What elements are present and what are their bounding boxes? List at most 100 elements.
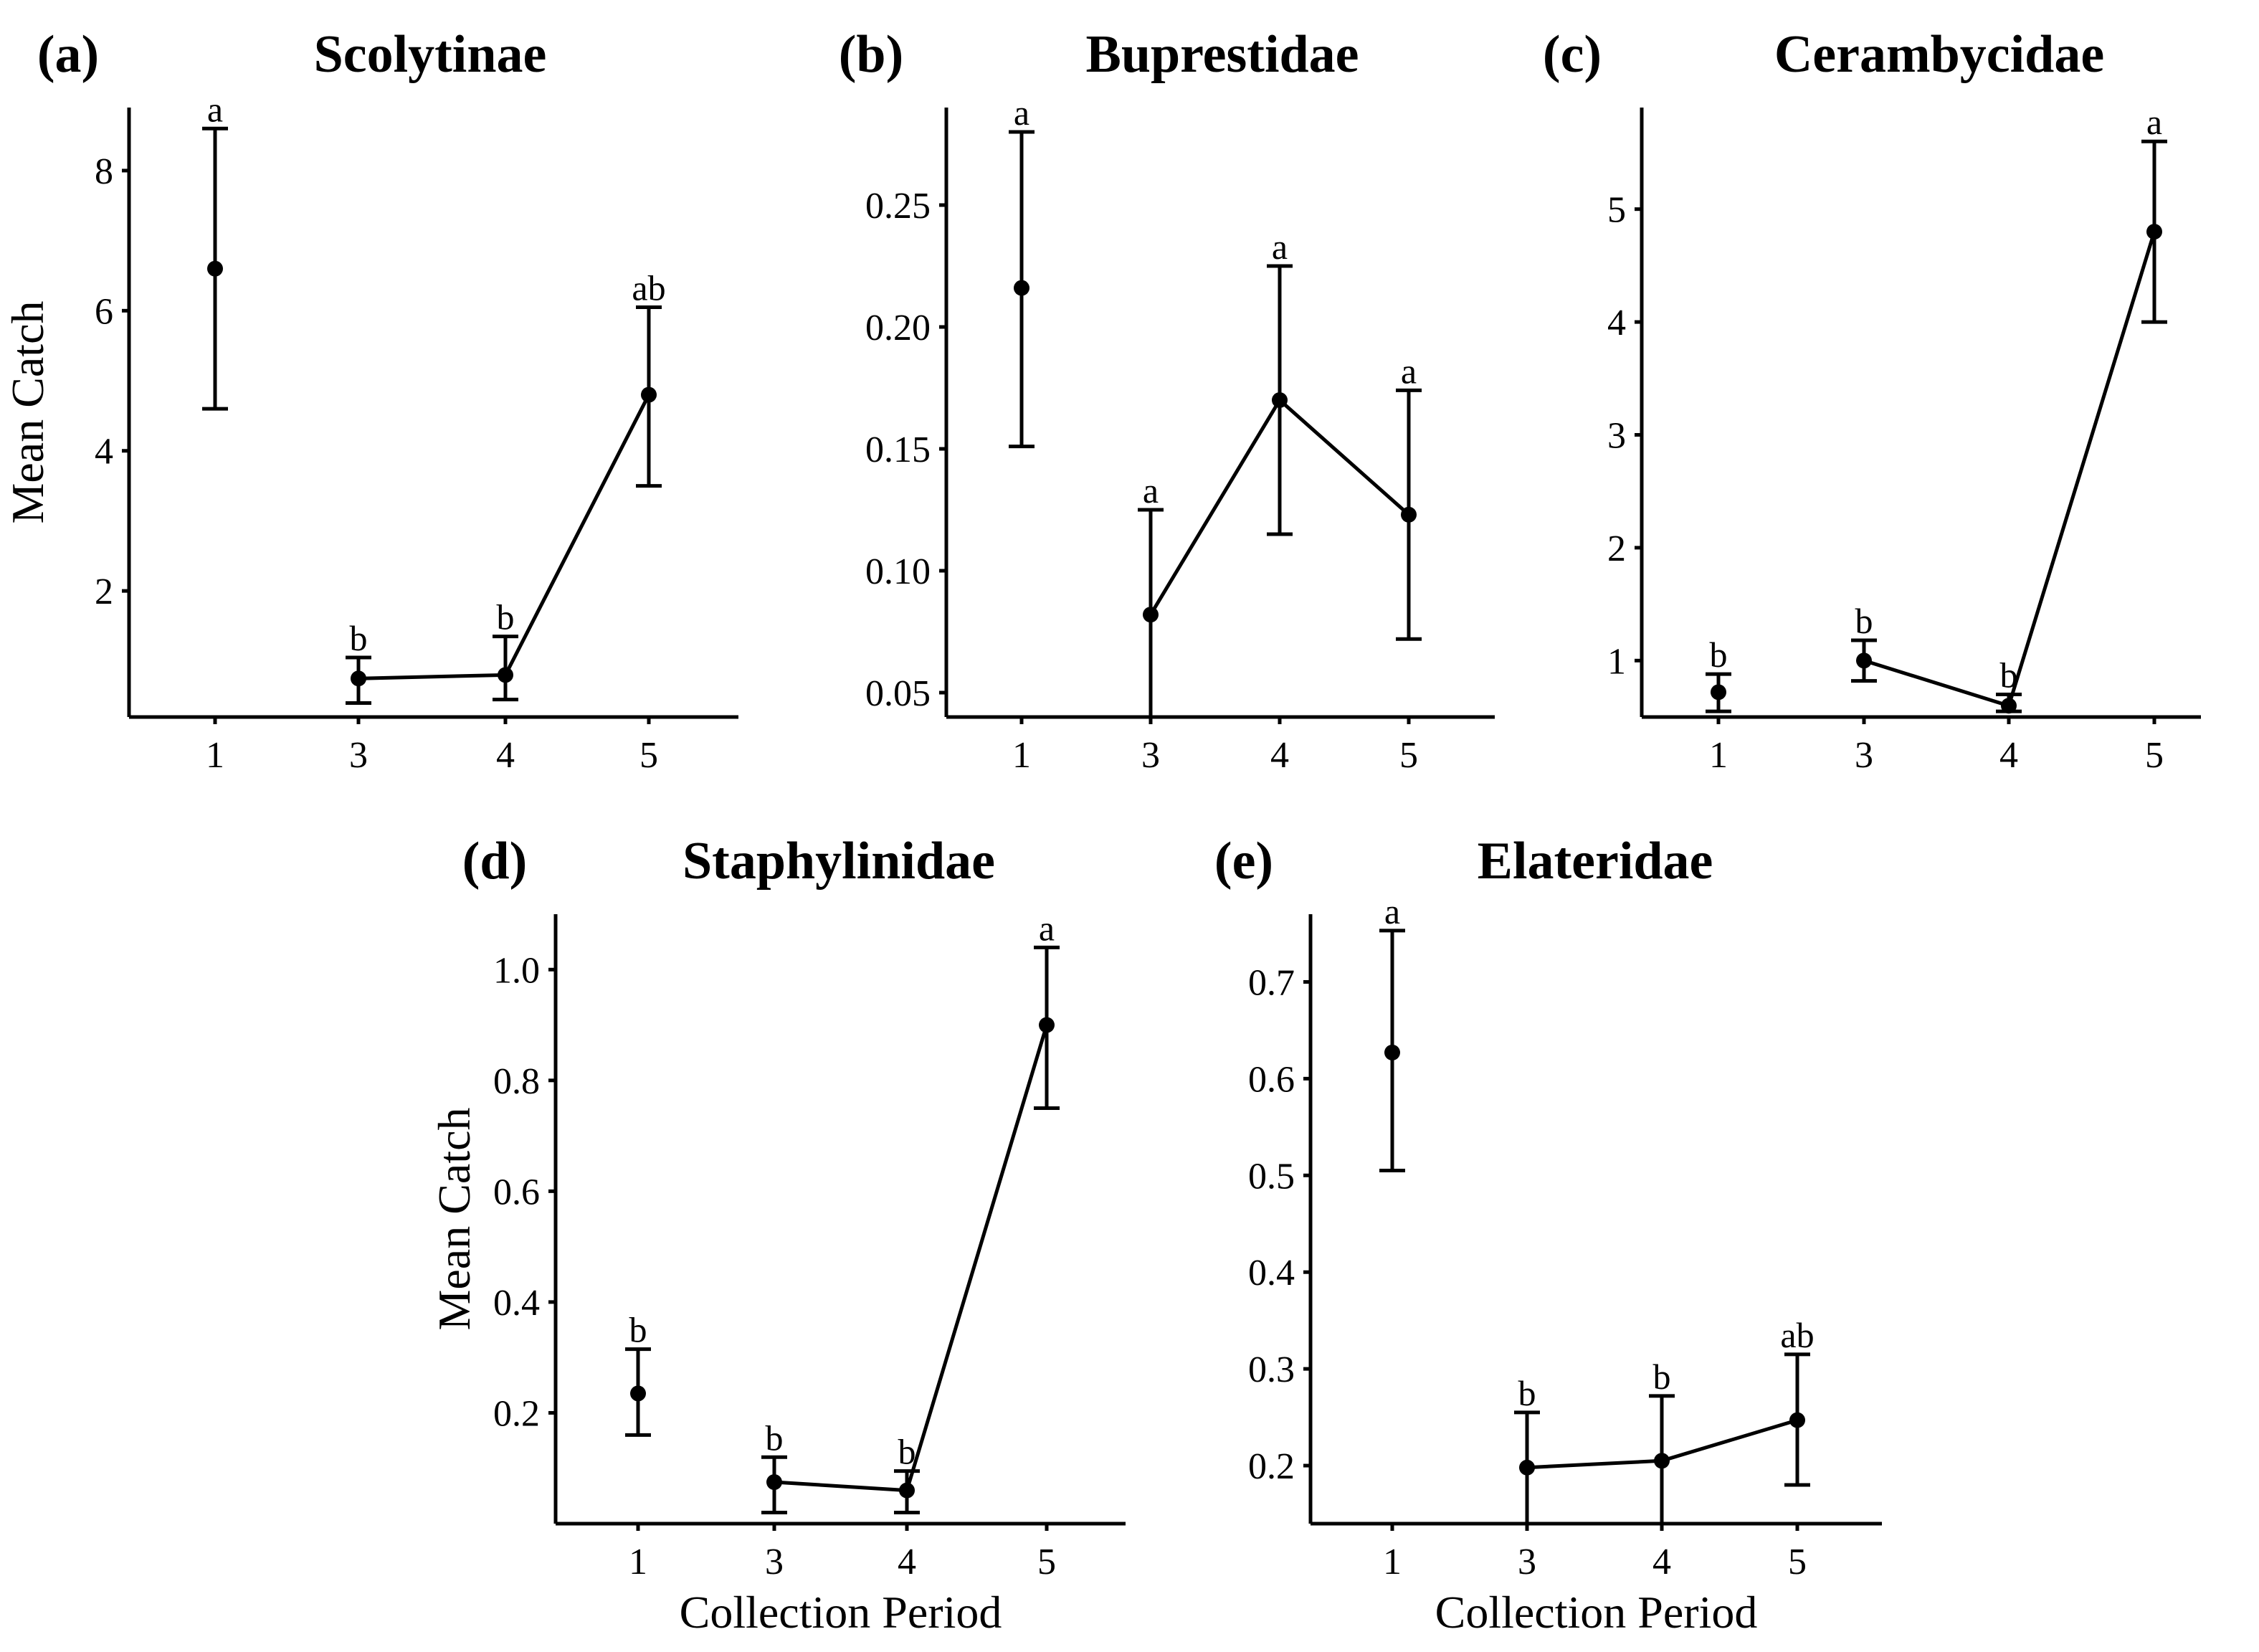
series-line-segment [1661, 1418, 1798, 1463]
y-tick-label: 2 [1607, 528, 1626, 569]
significance-letter: b [350, 618, 368, 658]
y-tick-label: 2 [95, 571, 113, 612]
y-axis-label: Mean Catch [429, 1108, 480, 1331]
data-point [351, 670, 366, 687]
y-tick-label: 4 [1607, 303, 1626, 343]
x-tick-label: 4 [1652, 1542, 1671, 1582]
panel-letter: (b) [839, 25, 903, 84]
y-tick-label: 0.7 [1248, 962, 1295, 1003]
data-point [766, 1474, 782, 1491]
x-tick-label: 3 [1141, 735, 1160, 776]
significance-letter: b [766, 1418, 784, 1458]
y-tick-label: 0.3 [1248, 1349, 1295, 1390]
data-point [630, 1385, 646, 1402]
y-tick-label: 3 [1607, 415, 1626, 456]
y-tick-label: 0.8 [493, 1061, 540, 1102]
x-axis-label: Collection Period [1435, 1587, 1758, 1638]
x-tick-label: 5 [2145, 735, 2164, 776]
significance-letter: b [1710, 635, 1728, 675]
significance-letter: b [898, 1432, 916, 1472]
data-point [2001, 698, 2017, 714]
data-point [1272, 392, 1288, 408]
panel-title: Staphylinidae [683, 832, 995, 891]
y-tick-label: 0.6 [493, 1172, 540, 1212]
significance-letter: a [1014, 92, 1029, 133]
panel-title: Scolytinae [314, 25, 547, 84]
significance-letter: b [2000, 655, 2018, 696]
significance-letter: b [1855, 601, 1873, 641]
data-point [1401, 506, 1417, 523]
x-tick-label: 1 [629, 1542, 647, 1582]
significance-letter: a [1401, 351, 1417, 391]
y-tick-label: 0.2 [493, 1393, 540, 1434]
data-point [1654, 1453, 1670, 1469]
significance-letter: a [1384, 891, 1400, 931]
data-point [899, 1482, 915, 1499]
significance-letter: b [1518, 1373, 1536, 1413]
series-line-segment [905, 1024, 1049, 1491]
data-point [1711, 684, 1726, 701]
panel-letter: (d) [462, 832, 527, 891]
x-tick-label: 4 [1999, 735, 2018, 776]
panel-letter: (c) [1543, 25, 1602, 84]
x-tick-label: 5 [639, 735, 658, 776]
y-tick-label: 0.2 [1248, 1446, 1295, 1487]
x-tick-label: 3 [765, 1542, 784, 1582]
significance-letter: b [1653, 1357, 1671, 1397]
y-tick-label: 8 [95, 151, 113, 192]
panel-title: Cerambycidae [1774, 25, 2104, 84]
x-tick-label: 4 [898, 1542, 916, 1582]
y-tick-label: 0.6 [1248, 1059, 1295, 1100]
x-axis-label: Collection Period [680, 1587, 1002, 1638]
x-tick-label: 1 [1383, 1542, 1402, 1582]
series-line-segment [503, 394, 651, 676]
y-tick-label: 0.15 [865, 429, 931, 470]
significance-letter: ab [1780, 1315, 1814, 1355]
panel-letter: (e) [1214, 832, 1273, 891]
series-line-segment [1148, 399, 1282, 616]
y-tick-label: 5 [1607, 190, 1626, 231]
y-tick-label: 1.0 [493, 950, 540, 991]
significance-letter: b [497, 597, 515, 637]
x-tick-label: 5 [1399, 735, 1418, 776]
panel-c: (c) Cerambycidae 1 2 3 4 5 1 3 4 5 b b b a [1543, 25, 2201, 776]
x-tick-label: 1 [1012, 735, 1031, 776]
y-tick-label: 0.05 [865, 673, 931, 714]
x-tick-label: 3 [1518, 1542, 1536, 1582]
significance-letter: a [1039, 908, 1055, 948]
y-tick-label: 1 [1607, 641, 1626, 682]
series-line-segment [358, 673, 506, 680]
series-line-segment [774, 1480, 908, 1493]
x-tick-label: 4 [496, 735, 515, 776]
x-tick-label: 1 [1709, 735, 1728, 776]
panel-title: Elateridae [1478, 832, 1713, 891]
y-tick-label: 0.20 [865, 308, 931, 348]
data-point [207, 260, 223, 277]
y-tick-label: 0.4 [1248, 1253, 1295, 1293]
significance-letter: ab [632, 267, 665, 308]
significance-letter: a [1143, 470, 1159, 511]
x-tick-label: 4 [1270, 735, 1289, 776]
y-tick-label: 0.25 [865, 186, 931, 227]
x-tick-label: 5 [1788, 1542, 1807, 1582]
significance-letter: a [1272, 227, 1288, 267]
panel-b: (b) Buprestidae 0.05 0.10 0.15 0.20 0.25 1 3 4 5 a a… [839, 25, 1495, 776]
series-line-segment [2007, 231, 2156, 706]
significance-letter: b [629, 1310, 647, 1350]
y-tick-label: 0.10 [865, 551, 931, 592]
data-point [1014, 280, 1029, 296]
significance-letter: a [207, 89, 223, 129]
y-axis-label: Mean Catch [2, 301, 53, 524]
data-point [1039, 1017, 1055, 1033]
series-line-segment [1863, 658, 2010, 708]
data-point [498, 667, 513, 683]
data-point [1143, 607, 1159, 623]
y-tick-label: 4 [95, 432, 113, 473]
x-tick-label: 3 [1855, 735, 1873, 776]
panel-title: Buprestidae [1085, 25, 1359, 84]
data-point [2146, 224, 2162, 240]
x-tick-label: 5 [1037, 1542, 1056, 1582]
